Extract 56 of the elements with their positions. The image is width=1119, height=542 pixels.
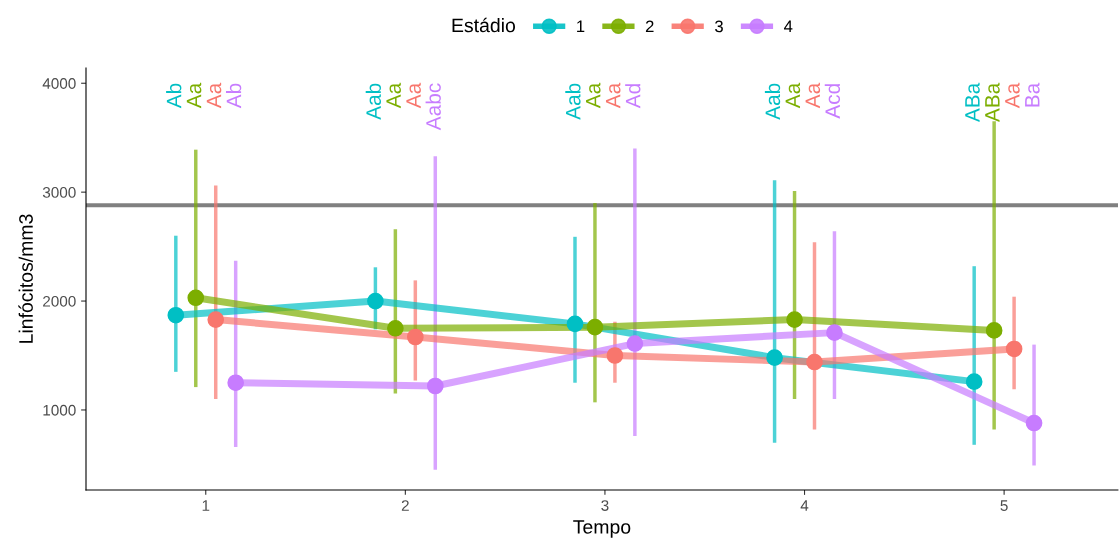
x-tick-label: 2 <box>401 500 409 511</box>
x-tick-label: 1 <box>202 500 210 511</box>
y-tick-label: 2000 <box>43 295 76 307</box>
annotation: Aa <box>586 82 601 109</box>
point <box>406 328 424 346</box>
point <box>1025 414 1043 432</box>
point <box>606 347 624 364</box>
point <box>566 315 584 333</box>
point <box>207 311 225 328</box>
legend-label: 1 <box>577 20 585 33</box>
annotation: Aa <box>605 82 621 109</box>
x-tick-label: 5 <box>1000 500 1008 511</box>
annotation: Aa <box>186 82 202 109</box>
annotation: Ad <box>625 84 641 109</box>
point <box>965 373 983 390</box>
point <box>167 306 185 324</box>
annotation: Aa <box>406 82 421 109</box>
annotation: Ab <box>166 83 182 109</box>
annotation: Aa <box>206 82 222 109</box>
y-tick-label: 3000 <box>42 187 76 198</box>
point <box>387 319 404 337</box>
annotation: ABa <box>985 82 1000 123</box>
legend-label: 3 <box>715 20 723 33</box>
x-tick-label: 4 <box>800 500 809 511</box>
point <box>786 311 803 328</box>
point <box>227 374 245 392</box>
point <box>1005 340 1023 358</box>
point <box>766 349 783 367</box>
annotation: Aa <box>785 82 801 109</box>
x-tick-label: 3 <box>601 500 609 511</box>
annotation: Aabc <box>425 83 441 131</box>
annotation: Aab <box>764 83 781 120</box>
annotation: ABa <box>965 82 980 123</box>
annotation: Aa <box>1005 82 1020 109</box>
annotation: Aab <box>365 83 381 120</box>
annotation: Aa <box>386 82 401 109</box>
point <box>826 324 843 341</box>
y-tick-label: 4000 <box>42 78 76 89</box>
point <box>626 335 644 352</box>
point <box>426 377 444 395</box>
x-axis-title: Tempo <box>573 520 631 538</box>
legend-label: 2 <box>645 20 654 33</box>
y-tick-label: 1000 <box>43 404 76 416</box>
legend-label: 4 <box>784 20 793 33</box>
point <box>985 322 1003 339</box>
y-axis-title: Linfócitos/mm3 <box>18 214 33 343</box>
point <box>367 292 384 310</box>
annotation: Ab <box>225 83 242 109</box>
point <box>806 353 823 371</box>
point <box>586 318 604 336</box>
legend-title: Estádio <box>452 17 516 33</box>
annotation: Aa <box>805 82 821 109</box>
annotation: Ba <box>1025 82 1040 107</box>
point <box>187 289 205 307</box>
annotation: Acd <box>824 84 841 119</box>
annotation: Aab <box>565 83 581 120</box>
